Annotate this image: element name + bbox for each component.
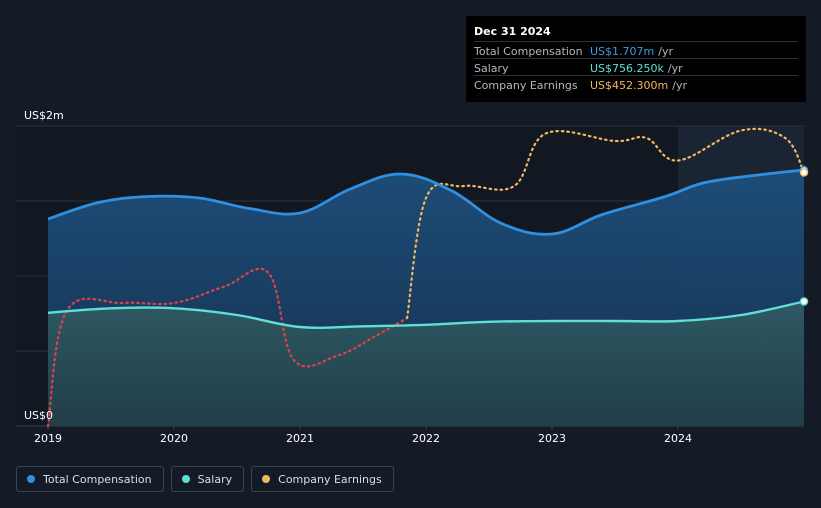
company-earnings-line-negative	[46, 267, 409, 428]
tooltip-label: Total Compensation	[474, 45, 583, 58]
tooltip-date: Dec 31 2024	[474, 25, 551, 38]
x-tick-label: 2022	[412, 432, 440, 445]
tooltip-unit: /yr	[658, 45, 673, 58]
x-tick-label: 2024	[664, 432, 692, 445]
chart-areas	[48, 169, 804, 426]
legend-dot-icon	[262, 475, 271, 483]
legend-label: Company Earnings	[278, 472, 382, 486]
tooltip-value-row: US$1.707m/yr	[590, 45, 673, 58]
legend-dot-icon	[181, 475, 190, 483]
tooltip-value: US$1.707m	[590, 45, 655, 58]
tooltip-label: Salary	[474, 62, 509, 75]
tooltip-unit: /yr	[667, 62, 683, 75]
legend-label: Salary	[197, 472, 233, 486]
x-tick-label: 2019	[34, 432, 62, 445]
company-earnings-end-marker	[799, 168, 809, 177]
tooltip-row-total-compensation: Total Compensation US$1.707m/yr	[474, 41, 798, 59]
tooltip-unit: /yr	[672, 79, 687, 92]
tooltip-value-row: US$756.250k/yr	[590, 62, 683, 75]
y-tick-label: US$0	[24, 409, 53, 422]
y-tick-label: US$2m	[24, 109, 64, 122]
x-tick-label: 2021	[286, 432, 314, 445]
chart-legend: Total Compensation Salary Company Earnin…	[16, 466, 394, 492]
legend-item-salary[interactable]: Salary	[170, 466, 245, 492]
x-tick-label: 2023	[538, 432, 566, 445]
tooltip-value: US$452.300m	[590, 79, 669, 92]
salary-area	[48, 301, 804, 426]
data-tooltip: Dec 31 2024 Total Compensation US$1.707m…	[466, 16, 806, 102]
total-compensation-line	[47, 168, 805, 236]
chart-axis-labels: US$2m US$0 2019 2020 2021 2022 2023 2024	[24, 109, 692, 445]
tooltip-label: Company Earnings	[474, 79, 578, 92]
tooltip-row-company-earnings: Company Earnings US$452.300m/yr	[474, 75, 798, 93]
legend-item-company-earnings[interactable]: Company Earnings	[251, 466, 394, 492]
chart-lines	[46, 127, 809, 428]
tooltip-value-row: US$452.300m/yr	[590, 79, 687, 92]
legend-label: Total Compensation	[43, 472, 152, 486]
tooltip-value: US$756.250k	[590, 62, 664, 75]
legend-item-total-compensation[interactable]: Total Compensation	[16, 466, 164, 492]
tooltip-row-salary: Salary US$756.250k/yr	[474, 58, 798, 76]
salary-end-marker	[799, 297, 809, 306]
legend-dot-icon	[27, 475, 35, 483]
x-tick-label: 2020	[160, 432, 188, 445]
salary-line	[47, 300, 805, 329]
